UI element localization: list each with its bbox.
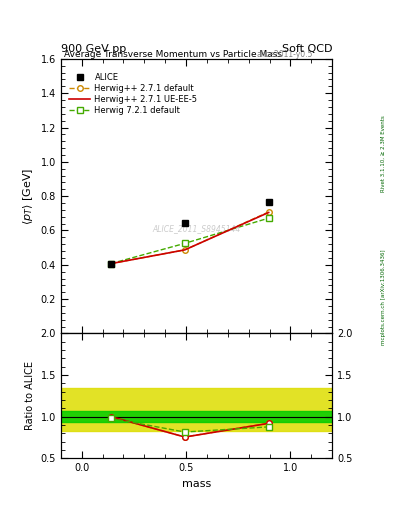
ALICE: [108, 261, 113, 267]
ALICE: [182, 220, 187, 226]
Text: Rivet 3.1.10, ≥ 2.3M Events: Rivet 3.1.10, ≥ 2.3M Events: [381, 115, 386, 192]
Herwig 7.2.1 default: [266, 215, 271, 221]
Herwig++ 2.7.1 default: [108, 261, 113, 267]
Herwig++ 2.7.1 default: [266, 209, 271, 215]
Y-axis label: $\langle p_T \rangle$ [GeV]: $\langle p_T \rangle$ [GeV]: [21, 167, 35, 225]
Text: Soft QCD: Soft QCD: [282, 44, 332, 54]
Text: Average Transverse Momentum vs Particle Mass: Average Transverse Momentum vs Particle …: [64, 50, 282, 59]
Herwig++ 2.7.1 UE-EE-5: [266, 209, 271, 216]
Herwig 7.2.1 default: [108, 261, 113, 267]
Line: Herwig++ 2.7.1 default: Herwig++ 2.7.1 default: [108, 209, 272, 266]
Bar: [61, 388, 332, 431]
Line: ALICE: ALICE: [108, 198, 272, 267]
Text: alice2011-y0.5: alice2011-y0.5: [256, 50, 312, 59]
X-axis label: mass: mass: [182, 479, 211, 488]
Bar: [61, 411, 332, 422]
Line: Herwig++ 2.7.1 UE-EE-5: Herwig++ 2.7.1 UE-EE-5: [111, 212, 269, 264]
Text: ALICE_2011_S8945144: ALICE_2011_S8945144: [152, 225, 241, 233]
Herwig++ 2.7.1 UE-EE-5: [182, 247, 187, 253]
Herwig++ 2.7.1 default: [182, 247, 187, 253]
Herwig 7.2.1 default: [182, 240, 187, 246]
Line: Herwig 7.2.1 default: Herwig 7.2.1 default: [108, 216, 272, 266]
Text: mcplots.cern.ch [arXiv:1306.3436]: mcplots.cern.ch [arXiv:1306.3436]: [381, 249, 386, 345]
Text: 900 GeV pp: 900 GeV pp: [61, 44, 126, 54]
Herwig++ 2.7.1 UE-EE-5: [108, 261, 113, 267]
Legend: ALICE, Herwig++ 2.7.1 default, Herwig++ 2.7.1 UE-EE-5, Herwig 7.2.1 default: ALICE, Herwig++ 2.7.1 default, Herwig++ …: [68, 71, 199, 117]
Y-axis label: Ratio to ALICE: Ratio to ALICE: [25, 361, 35, 431]
ALICE: [266, 199, 271, 205]
